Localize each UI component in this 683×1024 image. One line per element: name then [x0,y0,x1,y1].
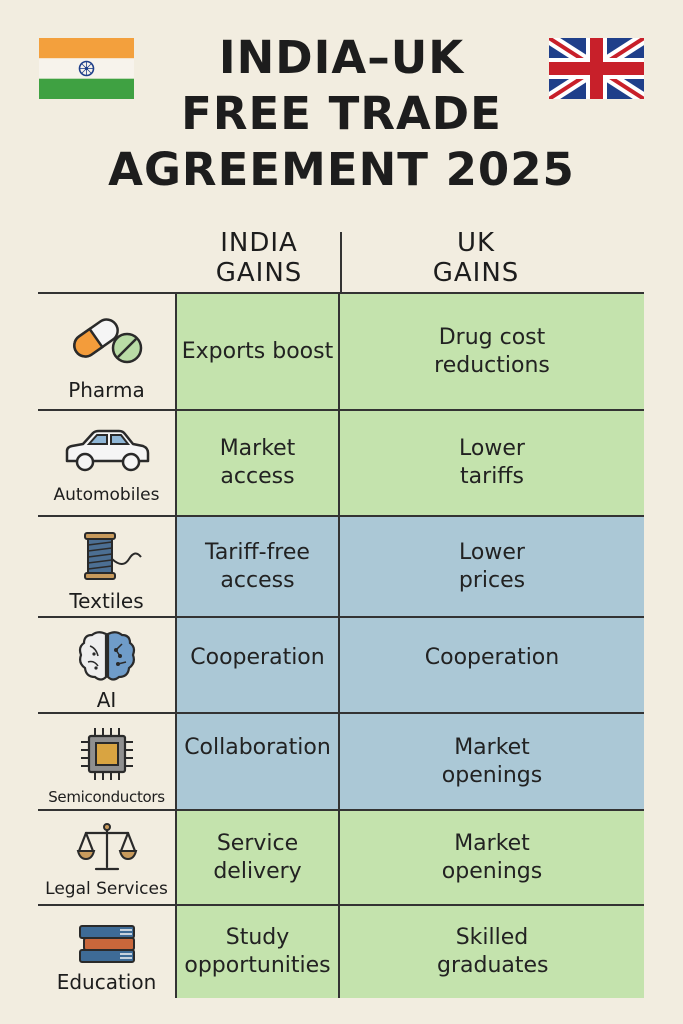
india-gain-text: Study opportunities [184,925,331,978]
table-row: Education Study opportunities Skilled gr… [38,906,644,998]
sector-label: Semiconductors [48,788,165,806]
uk-gain-text: Market openings [441,734,543,788]
sector-cell: Pharma [38,294,175,409]
uk-gain-cell: Skilled graduates [340,906,644,998]
uk-gain-cell: Cooperation [340,618,644,712]
uk-gain-text: Market openings [441,830,543,884]
india-gain-cell: Tariff-free access [175,517,340,616]
india-gain-cell: Study opportunities [175,906,340,998]
table-row: AI Cooperation Cooperation [38,618,644,714]
sector-label: Education [56,970,157,994]
uk-gain-text: Skilled graduates [437,925,549,978]
sector-cell: Automobiles [38,411,175,515]
table-row: Legal Services Service delivery Market o… [38,811,644,906]
sector-label: Automobiles [53,485,160,505]
india-gain-cell: Exports boost [175,294,340,409]
sector-cell: Textiles [38,517,175,616]
page-title: INDIA–UK FREE TRADE AGREEMENT 2025 [0,30,683,198]
sector-cell: AI [38,618,175,712]
column-header-india: INDIA GAINS [178,228,340,288]
title-line-2: FREE TRADE [181,87,502,140]
india-gain-text: Collaboration [184,735,331,760]
uk-flag-icon [549,38,644,99]
chip-icon [80,728,133,780]
title-line-3: AGREEMENT 2025 [108,143,575,196]
india-gain-cell: Service delivery [175,811,340,904]
table-row: Automobiles Market access Lower tariffs [38,411,644,517]
uk-gain-cell: Drug cost reductions [340,294,644,409]
column-header-uk: UK GAINS [342,228,610,288]
uk-gain-cell: Market openings [340,714,644,809]
uk-gain-text: Lower prices [458,539,526,593]
column-header-india-line1: INDIA [220,228,298,258]
uk-gain-cell: Lower tariffs [340,411,644,515]
thread-spool-icon [83,532,142,580]
table-row: Textiles Tariff-free access Lower prices [38,517,644,618]
india-gain-text: Service delivery [213,830,302,884]
uk-gain-cell: Lower prices [340,517,644,616]
sector-label: Textiles [69,589,144,613]
uk-gain-text: Drug cost reductions [434,324,550,378]
india-gain-text: Tariff-free access [205,539,310,593]
table-row: Pharma Exports boost Drug cost reduction… [38,292,644,411]
india-gain-text: Cooperation [190,645,325,670]
title-line-1: INDIA–UK [218,31,465,84]
header-divider [340,232,342,292]
column-header-uk-line2: GAINS [432,258,520,288]
sector-cell: Semiconductors [38,714,175,809]
column-header-india-line2: GAINS [215,258,303,288]
india-gain-cell: Collaboration [175,714,340,809]
uk-gain-text: Lower tariffs [459,436,525,489]
sector-cell: Legal Services [38,811,175,904]
table-row: Semiconductors Collaboration Market open… [38,714,644,811]
column-header-uk-line1: UK [456,228,496,258]
brain-icon [78,631,135,681]
scales-icon [76,823,137,871]
sector-label: AI [96,688,117,712]
uk-gain-cell: Market openings [340,811,644,904]
pill-icon [72,318,142,364]
india-flag-icon [39,38,134,99]
india-gain-cell: Market access [175,411,340,515]
uk-gain-text: Cooperation [424,645,560,670]
car-icon [65,429,149,472]
india-gain-cell: Cooperation [175,618,340,712]
books-icon [78,925,135,963]
sector-cell: Education [38,906,175,998]
india-gain-text: Exports boost [181,338,334,364]
sector-label: Legal Services [45,879,168,899]
sector-label: Pharma [68,378,145,402]
india-gain-text: Market access [219,436,296,489]
